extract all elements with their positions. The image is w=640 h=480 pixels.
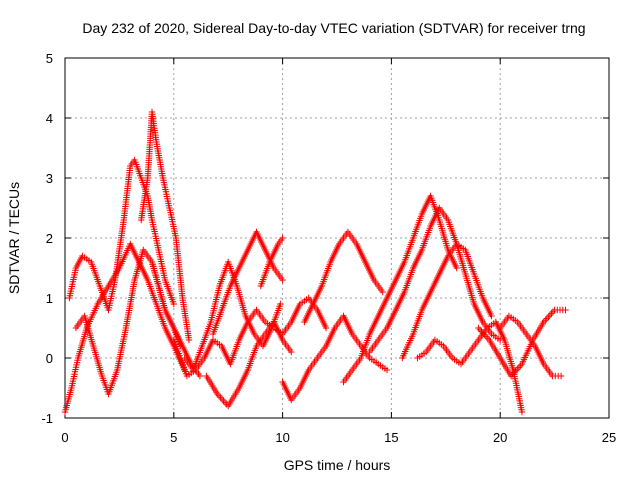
data-series	[61, 108, 569, 416]
y-tick-label: 4	[46, 111, 53, 126]
series-s11-markers	[279, 312, 391, 404]
y-tick-label: 3	[46, 171, 53, 186]
y-tick-label: 0	[46, 351, 53, 366]
series-s13-markers	[340, 192, 460, 386]
series-s4-markers	[138, 108, 193, 344]
x-tick-label: 25	[602, 430, 616, 445]
x-tick-label: 10	[275, 430, 289, 445]
x-tick-label: 15	[384, 430, 398, 445]
x-tick-label: 0	[61, 430, 68, 445]
series-s15-markers	[399, 240, 495, 362]
series-s8-markers	[203, 318, 295, 410]
series-s16-markers	[414, 318, 526, 416]
y-tick-label: 5	[46, 51, 53, 66]
y-axis-label: SDTVAR / TECUs	[6, 182, 22, 294]
series-s12-markers	[301, 228, 386, 326]
series-s17-markers	[475, 306, 569, 380]
series-s18-markers	[497, 312, 565, 380]
series-s10-markers	[257, 234, 286, 290]
series-s3-markers	[72, 246, 184, 398]
chart-title: Day 232 of 2020, Sidereal Day-to-day VTE…	[82, 20, 585, 36]
y-tick-label: 2	[46, 231, 53, 246]
axis-ticks: 0 5 10 15 20 25 -1 0 1 2 3 4 5	[41, 51, 616, 445]
x-tick-label: 5	[170, 430, 177, 445]
y-tick-label: -1	[41, 411, 53, 426]
grid	[65, 58, 609, 418]
series-s14-markers	[366, 204, 504, 356]
series-s2-markers	[66, 156, 177, 314]
y-tick-label: 1	[46, 291, 53, 306]
x-tick-label: 20	[493, 430, 507, 445]
x-axis-label: GPS time / hours	[284, 457, 391, 473]
